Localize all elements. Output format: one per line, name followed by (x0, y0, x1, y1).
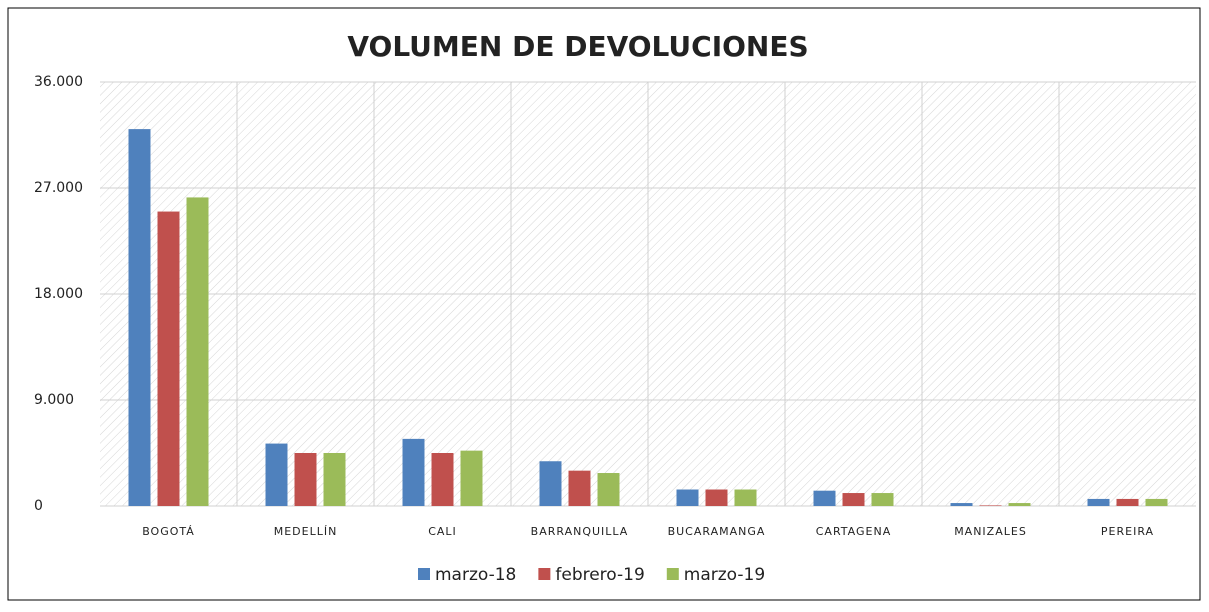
bar (128, 129, 151, 506)
bar (431, 453, 454, 506)
x-tick-label: PEREIRA (1101, 525, 1154, 538)
bar (1087, 498, 1110, 506)
bar (1008, 503, 1031, 506)
x-tick-label: BOGOTÁ (142, 525, 195, 538)
legend-swatch (418, 568, 430, 580)
bar (1145, 498, 1168, 506)
bar (734, 489, 757, 506)
bar (676, 489, 699, 506)
y-tick-label: 18.000 (34, 286, 83, 302)
y-tick-label: 0 (34, 498, 43, 514)
bar (597, 473, 620, 506)
bar (871, 493, 894, 506)
bar (1116, 498, 1139, 506)
bar (539, 461, 562, 506)
x-tick-label: CARTAGENA (816, 525, 891, 538)
bar (705, 489, 728, 506)
bar (294, 453, 317, 506)
y-tick-label: 36.000 (34, 74, 83, 90)
bar (402, 438, 425, 506)
bar (157, 211, 180, 507)
legend-swatch (666, 568, 679, 580)
legend-swatch (538, 568, 551, 580)
x-tick-label: CALI (428, 525, 457, 538)
x-tick-label: BUCARAMANGA (668, 525, 766, 538)
legend-label: febrero-19 (555, 565, 644, 585)
bar (323, 453, 346, 506)
bar (265, 443, 288, 506)
x-tick-label: MANIZALES (954, 525, 1027, 538)
y-tick-label: 9.000 (34, 392, 74, 408)
chart-title: VOLUMEN DE DEVOLUCIONES (347, 30, 808, 63)
bar (842, 493, 865, 506)
y-tick-label: 27.000 (34, 180, 83, 196)
legend-label: marzo-19 (684, 565, 765, 585)
bar (460, 450, 483, 506)
x-tick-label: BARRANQUILLA (531, 525, 629, 538)
bar (950, 503, 973, 506)
bar (568, 470, 591, 506)
legend-label: marzo-18 (435, 565, 516, 585)
x-tick-label: MEDELLÍN (274, 525, 338, 538)
bar (813, 490, 836, 506)
bar (979, 505, 1002, 506)
bar (186, 197, 209, 506)
